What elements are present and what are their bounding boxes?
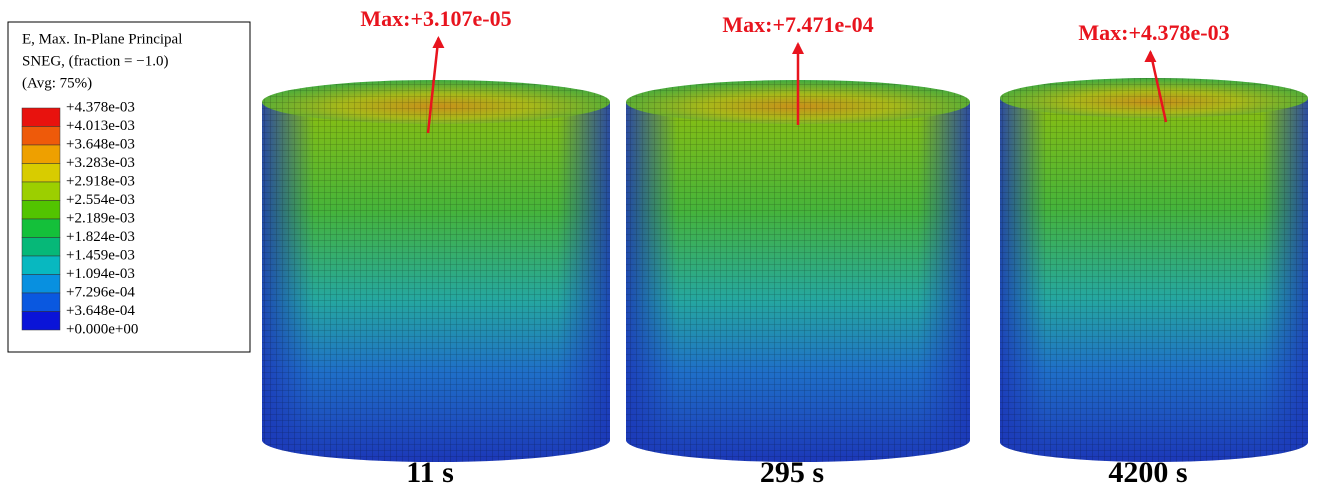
time-label: 11 s [406, 456, 454, 489]
color-band [21, 255, 61, 275]
mesh [262, 80, 610, 124]
max-arrow [426, 37, 440, 134]
color-bar [21, 107, 61, 331]
legend-level: +3.648e-04 [66, 303, 135, 319]
color-band [21, 144, 61, 164]
color-band [21, 107, 61, 127]
arrow-head [432, 36, 445, 48]
legend: E, Max. In-Plane Principal SNEG, (fracti… [7, 21, 251, 353]
legend-level: +1.459e-03 [66, 247, 135, 263]
legend-level: +7.296e-04 [66, 284, 135, 300]
max-arrow [1149, 51, 1168, 123]
max-label: Max:+4.378e-03 [1078, 20, 1229, 45]
time-label: 4200 s [1108, 456, 1187, 489]
color-band [21, 237, 61, 257]
max-label: Max:+3.107e-05 [360, 6, 511, 31]
color-band [21, 163, 61, 183]
arrow-head [792, 42, 804, 54]
cylinder-panel: Max:+3.107e-05 11 s [262, 6, 610, 489]
legend-level: +0.000e+00 [66, 321, 138, 337]
legend-title: E, Max. In-Plane Principal [22, 31, 182, 47]
legend-level: +2.189e-03 [66, 210, 135, 226]
color-band [21, 200, 61, 220]
legend-level: +1.094e-03 [66, 266, 135, 282]
legend-level: +2.918e-03 [66, 173, 135, 189]
legend-level: +4.013e-03 [66, 118, 135, 134]
legend-title: SNEG, (fraction = −1.0) [22, 53, 168, 69]
cylinder-panel: Max:+7.471e-04 295 s [626, 12, 970, 489]
legend-level: +1.824e-03 [66, 229, 135, 245]
mesh [1000, 78, 1308, 118]
legend-level: +3.648e-03 [66, 136, 135, 152]
color-band [21, 292, 61, 312]
color-band [21, 126, 61, 146]
mesh [626, 102, 970, 462]
time-label: 295 s [760, 456, 824, 489]
color-band [21, 274, 61, 294]
legend-level: +4.378e-03 [66, 99, 135, 115]
legend-level: +2.554e-03 [66, 192, 135, 208]
color-band [21, 181, 61, 201]
legend-level: +3.283e-03 [66, 155, 135, 171]
cylinder-panel: Max:+4.378e-03 4200 s [1000, 20, 1308, 489]
max-label: Max:+7.471e-04 [722, 12, 873, 37]
mesh [262, 102, 610, 462]
mesh [1000, 98, 1308, 462]
legend-title: (Avg: 75%) [22, 75, 92, 91]
color-band [21, 218, 61, 238]
color-band [21, 311, 61, 331]
arrow-head [1144, 50, 1157, 62]
